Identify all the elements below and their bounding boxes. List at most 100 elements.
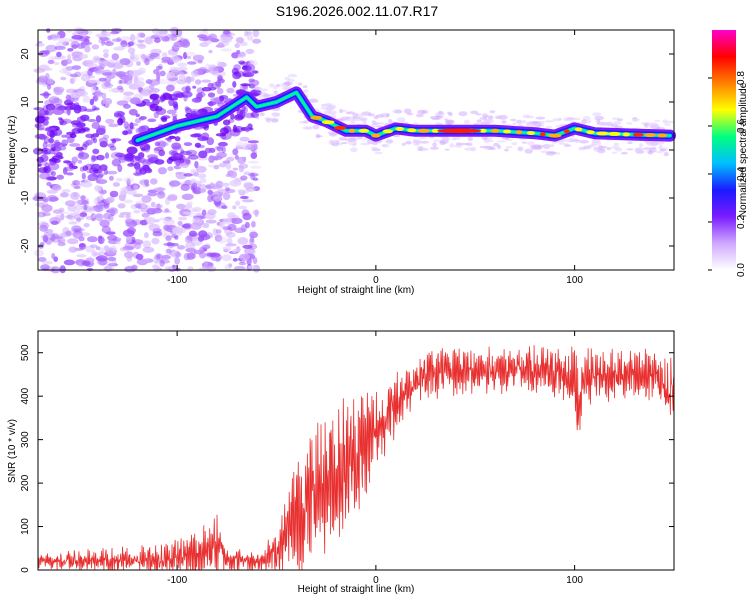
- spectrogram-blob: [467, 136, 474, 141]
- spectrogram-blob: [37, 75, 49, 83]
- spectrogram-blob: [159, 259, 171, 264]
- spectrogram-blob: [192, 54, 205, 62]
- spectrogram-blob: [137, 44, 147, 49]
- spectrogram-blob: [134, 155, 141, 162]
- spectrogram-blob: [96, 154, 105, 161]
- spectrogram-blob: [229, 128, 241, 137]
- spectrogram-blob: [129, 122, 134, 130]
- spectrogram-hotspot: [632, 132, 644, 137]
- spectrogram-blob: [109, 175, 114, 181]
- spectrogram-blob: [166, 248, 172, 254]
- spectrogram-blob: [146, 102, 155, 107]
- snr-frame: [37, 330, 675, 571]
- spectrogram-blob: [167, 241, 172, 247]
- spectrogram-blob: [58, 117, 63, 121]
- spectrogram-blob: [54, 88, 63, 96]
- spectrogram-blob: [168, 156, 179, 161]
- spectrogram-blob: [105, 260, 115, 267]
- spectrogram-blob: [232, 71, 242, 80]
- spectrogram-blob: [283, 81, 293, 86]
- spectrogram-blob: [501, 120, 507, 124]
- spectrogram-blob: [172, 227, 184, 234]
- spectrogram-blob: [156, 254, 161, 259]
- spectrogram-blob: [226, 237, 233, 245]
- spectrogram-blob: [172, 145, 183, 151]
- spectrogram-blob: [516, 119, 523, 124]
- spectrogram-blob: [549, 143, 555, 148]
- spectrogram-blob: [195, 165, 207, 173]
- spectrogram-blob: [240, 195, 249, 200]
- snr-ytick-label: 0: [20, 567, 31, 573]
- spectrogram-blob: [127, 123, 139, 127]
- spectrogram-blob: [107, 234, 118, 241]
- spectrogram-blob: [214, 100, 227, 105]
- snr-ytick-label: 500: [20, 344, 31, 361]
- spectrogram-blob: [192, 133, 203, 137]
- spectrogram-blob: [436, 115, 444, 118]
- spectrogram-blob: [488, 146, 494, 150]
- spectrogram-blob: [123, 74, 133, 81]
- spectrogram-blob: [114, 152, 126, 158]
- spectrogram-blob: [525, 121, 533, 126]
- spectrogram-blob: [73, 213, 85, 221]
- spectrogram-blob: [544, 120, 555, 123]
- spectrogram-ytick-label: 0: [20, 147, 31, 153]
- spectrogram-blob: [545, 125, 552, 129]
- spectrogram-blob: [153, 187, 166, 191]
- spectrogram-blob: [517, 146, 524, 152]
- spectrogram-blob: [534, 122, 539, 125]
- spectrogram-blob: [80, 195, 86, 201]
- spectrogram-blob: [183, 94, 188, 102]
- spectrogram-blob: [92, 137, 98, 144]
- spectrogram-blob: [470, 110, 479, 115]
- spectrogram-blob: [482, 113, 488, 118]
- spectrogram-blob: [126, 227, 136, 235]
- spectrogram-blob: [197, 173, 207, 179]
- spectrogram-blob: [174, 257, 181, 265]
- spectrogram-blob: [126, 146, 138, 155]
- spectrogram-blob: [156, 203, 161, 211]
- spectrogram-blob: [225, 243, 237, 247]
- spectrogram-blob: [527, 141, 535, 146]
- snr-xtick-label: -100: [167, 575, 187, 586]
- spectrogram-blob: [56, 51, 62, 58]
- spectrogram-blob: [232, 148, 239, 156]
- spectrogram-blob: [186, 201, 193, 206]
- spectrogram-blob: [242, 212, 252, 221]
- spectrogram-blob: [151, 237, 160, 245]
- spectrogram-blob: [237, 156, 246, 164]
- spectrogram-blob: [91, 44, 100, 50]
- spectrogram-blob: [663, 152, 669, 157]
- spectrogram-blob: [118, 214, 125, 218]
- spectrogram-blob: [464, 147, 474, 151]
- spectrogram-blob: [153, 111, 159, 119]
- spectrogram-blob: [250, 165, 262, 169]
- spectrogram-blob: [233, 126, 244, 133]
- spectrogram-blob: [45, 229, 54, 234]
- spectrogram-blob: [34, 249, 44, 257]
- spectrogram-blob: [139, 116, 147, 120]
- spectrogram-hotspot: [382, 129, 393, 134]
- spectrogram-blob: [237, 189, 243, 193]
- spectrogram-blob: [45, 103, 56, 111]
- spectrogram-blob: [433, 139, 441, 142]
- spectrogram-blob: [148, 223, 160, 232]
- spectrogram-blob: [136, 32, 146, 38]
- spectrogram-blob: [66, 102, 76, 106]
- spectrogram-blob: [177, 62, 188, 67]
- spectrogram-blob: [97, 235, 103, 244]
- spectrogram-blob: [252, 29, 260, 38]
- spectrogram-blob: [39, 224, 48, 232]
- spectrogram-blob: [89, 244, 98, 249]
- spectrogram-blob: [189, 108, 199, 113]
- spectrogram-blob: [58, 207, 65, 212]
- spectrogram-blob: [185, 157, 191, 165]
- spectrogram-blob: [124, 152, 134, 161]
- spectrogram-blob: [219, 36, 232, 43]
- spectrogram-blob: [235, 37, 244, 44]
- spectrogram-blob: [143, 179, 150, 185]
- spectrogram-blob: [157, 167, 167, 175]
- spectrogram-blob: [110, 31, 120, 35]
- spectrogram-blob: [89, 98, 95, 106]
